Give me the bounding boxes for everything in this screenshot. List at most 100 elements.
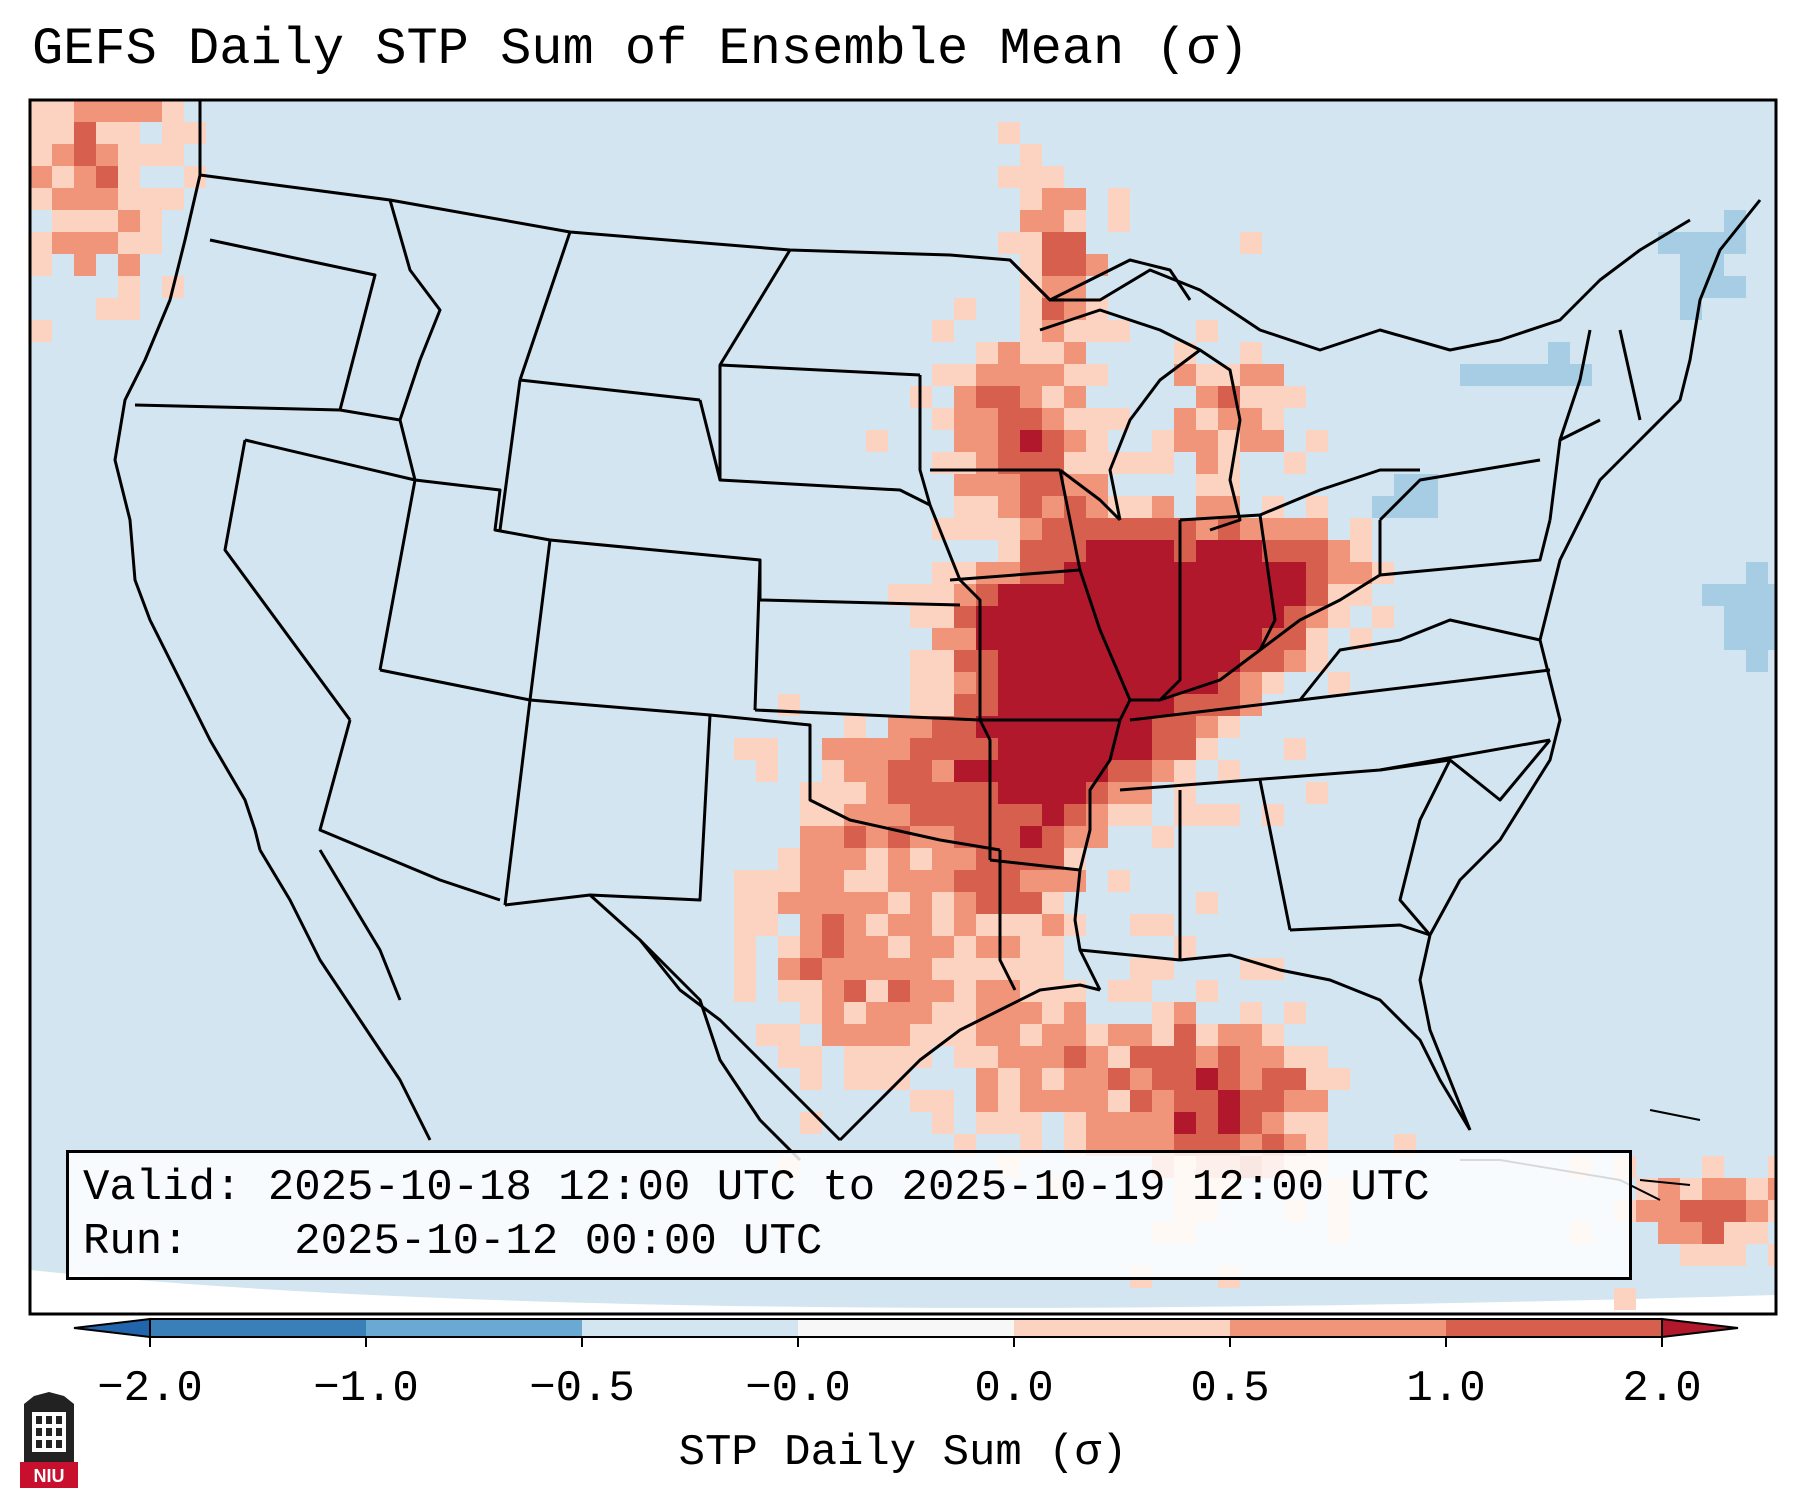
anomaly-cell	[888, 804, 910, 826]
anomaly-cell	[1152, 1090, 1174, 1112]
anomaly-cell	[1108, 210, 1130, 232]
anomaly-cell	[1526, 364, 1548, 386]
anomaly-cell	[1042, 254, 1064, 276]
anomaly-cell	[1262, 364, 1284, 386]
anomaly-cell	[1042, 496, 1064, 518]
anomaly-cell	[976, 782, 998, 804]
anomaly-cell	[932, 628, 954, 650]
anomaly-cell	[1548, 342, 1570, 364]
anomaly-cell	[866, 1046, 888, 1068]
anomaly-cell	[96, 210, 118, 232]
anomaly-cell	[1702, 1200, 1724, 1222]
valid-row: Valid: 2025-10-18 12:00 UTC to 2025-10-1…	[83, 1161, 1615, 1215]
anomaly-cell	[998, 562, 1020, 584]
anomaly-cell	[1284, 540, 1306, 562]
anomaly-cell	[1042, 980, 1064, 1002]
anomaly-cell	[998, 1068, 1020, 1090]
anomaly-cell	[932, 562, 954, 584]
anomaly-cell	[140, 144, 162, 166]
anomaly-cell	[1218, 540, 1240, 562]
anomaly-cell	[1130, 1090, 1152, 1112]
anomaly-cell	[1108, 584, 1130, 606]
colorbar-frame	[149, 1318, 1663, 1338]
anomaly-cell	[976, 342, 998, 364]
anomaly-cell	[1262, 430, 1284, 452]
anomaly-cell	[888, 1024, 910, 1046]
anomaly-cell	[1218, 452, 1240, 474]
anomaly-cell	[844, 1002, 866, 1024]
anomaly-cell	[52, 144, 74, 166]
anomaly-cell	[932, 760, 954, 782]
anomaly-cell	[1174, 540, 1196, 562]
anomaly-cell	[1020, 1068, 1042, 1090]
anomaly-cell	[998, 628, 1020, 650]
anomaly-cell	[52, 100, 74, 122]
anomaly-cell	[910, 1024, 932, 1046]
anomaly-cell	[1284, 1046, 1306, 1068]
anomaly-cell	[1064, 584, 1086, 606]
anomaly-cell	[1174, 364, 1196, 386]
anomaly-cell	[1306, 1068, 1328, 1090]
anomaly-cell	[1152, 562, 1174, 584]
anomaly-cell	[976, 848, 998, 870]
anomaly-cell	[1196, 540, 1218, 562]
anomaly-cell	[1240, 342, 1262, 364]
anomaly-cell	[184, 166, 206, 188]
anomaly-cell	[866, 738, 888, 760]
anomaly-cell	[998, 804, 1020, 826]
anomaly-cell	[1020, 320, 1042, 342]
anomaly-cell	[954, 870, 976, 892]
anomaly-cell	[800, 1046, 822, 1068]
anomaly-cell	[1702, 1178, 1724, 1200]
anomaly-cell	[1020, 166, 1042, 188]
colorbar-seg-6	[1230, 1319, 1446, 1337]
anomaly-cell	[888, 848, 910, 870]
anomaly-cell	[778, 980, 800, 1002]
anomaly-cell	[976, 1024, 998, 1046]
anomaly-cell	[52, 188, 74, 210]
anomaly-cell	[162, 100, 184, 122]
anomaly-cell	[1174, 1068, 1196, 1090]
anomaly-cell	[1196, 650, 1218, 672]
anomaly-cell	[1746, 1222, 1768, 1244]
run-row: Run: 2025-10-12 00:00 UTC	[83, 1215, 1615, 1269]
anomaly-cell	[1240, 1024, 1262, 1046]
anomaly-cell	[1130, 760, 1152, 782]
anomaly-cell	[1086, 1024, 1108, 1046]
anomaly-cell	[1174, 518, 1196, 540]
anomaly-cell	[1042, 650, 1064, 672]
anomaly-cell	[1152, 760, 1174, 782]
anomaly-cell	[1174, 760, 1196, 782]
anomaly-cell	[1042, 188, 1064, 210]
anomaly-cell	[1020, 628, 1042, 650]
anomaly-cell	[844, 738, 866, 760]
anomaly-cell	[74, 232, 96, 254]
anomaly-cell	[910, 848, 932, 870]
anomaly-cell	[1196, 320, 1218, 342]
anomaly-cell	[976, 408, 998, 430]
anomaly-cell	[976, 936, 998, 958]
anomaly-cell	[954, 716, 976, 738]
anomaly-cell	[1284, 452, 1306, 474]
anomaly-cell	[1614, 1288, 1636, 1310]
anomaly-cell	[1130, 672, 1152, 694]
anomaly-cell	[118, 298, 140, 320]
anomaly-cell	[1042, 232, 1064, 254]
anomaly-cell	[1064, 782, 1086, 804]
anomaly-cell	[998, 848, 1020, 870]
anomaly-cell	[1042, 1002, 1064, 1024]
anomaly-cell	[1042, 518, 1064, 540]
anomaly-cell	[998, 1024, 1020, 1046]
anomaly-cell	[74, 122, 96, 144]
colorbar-seg-2	[366, 1319, 582, 1337]
anomaly-cell	[1240, 232, 1262, 254]
anomaly-cell	[1042, 540, 1064, 562]
anomaly-cell	[866, 782, 888, 804]
anomaly-cell	[954, 694, 976, 716]
anomaly-cell	[1746, 1178, 1768, 1200]
anomaly-cell	[932, 716, 954, 738]
anomaly-cell	[844, 1046, 866, 1068]
anomaly-cell	[1064, 1068, 1086, 1090]
projection-edge	[30, 1270, 1776, 1314]
anomaly-cell	[1636, 1200, 1658, 1222]
